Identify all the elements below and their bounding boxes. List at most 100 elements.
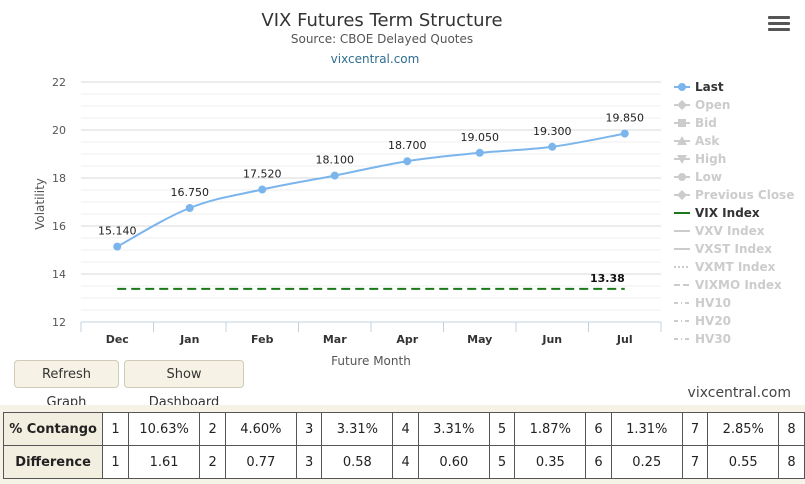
x-axis-title: Future Month — [331, 354, 411, 368]
legend-symbol — [677, 155, 687, 164]
legend-label[interactable]: Last — [695, 80, 724, 94]
x-tick-label: Dec — [106, 333, 129, 346]
value-cell: 10.63% — [127, 412, 201, 446]
month-index-cell: 3 — [295, 412, 323, 446]
last-data-point[interactable] — [113, 242, 122, 251]
y-tick-label: 12 — [52, 316, 66, 329]
value-cell: 1.61 — [127, 445, 201, 479]
month-index-cell: 7 — [681, 445, 709, 479]
legend-label[interactable]: HV20 — [695, 314, 731, 328]
last-data-label: 19.050 — [461, 131, 500, 144]
legend-item[interactable]: VIX Index — [674, 206, 760, 220]
legend-label[interactable]: VXST Index — [695, 242, 772, 256]
value-cell: 2.85% — [707, 412, 780, 446]
x-tick-label: Jun — [541, 333, 562, 346]
chart-menu-icon[interactable] — [768, 14, 790, 32]
term-structure-chart: VIX Futures Term Structure Source: CBOE … — [33, 10, 794, 368]
legend-symbol — [678, 83, 686, 91]
x-axis-ticks: Dec Jan Feb Mar Apr May Jun Jul — [80, 322, 662, 346]
legend-item[interactable]: VIXMO Index — [674, 278, 782, 292]
legend-label[interactable]: VXV Index — [695, 224, 765, 238]
last-data-point[interactable] — [548, 142, 557, 151]
legend-item[interactable]: VXST Index — [674, 242, 772, 256]
y-tick-label: 20 — [52, 124, 66, 137]
last-series: 15.140 16.750 17.520 18.100 18.700 19.050 19.3… — [98, 112, 644, 251]
chart-source-link[interactable]: vixcentral.com — [331, 52, 420, 66]
legend-label[interactable]: HV10 — [695, 296, 731, 310]
value-cell: 0.25 — [610, 445, 683, 479]
x-tick-label: Apr — [396, 333, 418, 346]
legend-label[interactable]: VIX Index — [695, 206, 760, 220]
refresh-graph-button[interactable]: Refresh Graph — [14, 360, 119, 410]
legend-label[interactable]: Previous Close — [695, 188, 794, 202]
value-cell: 0.60 — [417, 445, 490, 479]
value-cell: 3.31% — [321, 412, 394, 446]
last-data-point[interactable] — [403, 157, 412, 166]
legend-item[interactable]: Last — [674, 80, 724, 94]
chart-subtitle: Source: CBOE Delayed Quotes — [291, 32, 473, 46]
value-cell: 0.55 — [707, 445, 780, 479]
last-data-label: 18.700 — [388, 139, 427, 152]
legend-label[interactable]: VIXMO Index — [695, 278, 782, 292]
legend: Last Open Bid Ask High Low Previous Close VIX I… — [674, 80, 794, 346]
credit-link[interactable]: vixcentral.com — [687, 385, 791, 401]
table-row-contango: % Contango 1 10.63% 2 4.60% 3 3.31% 4 3.31% 5 1.8… — [2, 412, 805, 446]
grid — [81, 81, 661, 323]
y-axis-ticks: 12 14 16 18 20 22 — [52, 76, 66, 329]
row-label: % Contango — [2, 412, 104, 446]
legend-symbol — [677, 190, 687, 200]
value-cell: 1.31% — [610, 412, 683, 446]
legend-label[interactable]: HV30 — [695, 332, 731, 346]
month-index-cell: 8 — [778, 445, 805, 479]
legend-label[interactable]: Ask — [695, 134, 720, 148]
legend-label[interactable]: Open — [695, 98, 730, 112]
legend-label[interactable]: VXMT Index — [695, 260, 776, 274]
legend-label[interactable]: Bid — [695, 116, 717, 130]
last-data-label: 19.300 — [533, 125, 572, 138]
month-index-cell: 5 — [488, 445, 516, 479]
last-data-point[interactable] — [185, 204, 194, 212]
last-data-label: 19.850 — [606, 112, 645, 125]
month-index-cell: 5 — [488, 412, 516, 446]
y-axis-title: Volatility — [33, 178, 47, 230]
legend-item[interactable]: High — [674, 152, 726, 166]
month-index-cell: 8 — [778, 412, 805, 446]
legend-item[interactable]: VXV Index — [674, 224, 765, 238]
x-tick-label: Mar — [323, 333, 347, 346]
contango-table-area: % Contango 1 10.63% 2 4.60% 3 3.31% 4 3.31% 5 1.8… — [0, 405, 805, 484]
legend-item[interactable]: Previous Close — [674, 188, 794, 202]
show-dashboard-button[interactable]: Show Dashboard — [124, 360, 244, 410]
month-index-cell: 1 — [102, 412, 129, 446]
value-cell: 0.58 — [321, 445, 394, 479]
month-index-cell: 3 — [295, 445, 323, 479]
legend-item[interactable]: Bid — [674, 116, 717, 130]
last-data-point[interactable] — [475, 148, 484, 157]
last-data-point[interactable] — [330, 171, 339, 180]
last-data-label: 17.520 — [243, 168, 282, 181]
legend-label[interactable]: Low — [695, 170, 722, 184]
legend-item[interactable]: Open — [674, 98, 730, 112]
value-cell: 3.31% — [417, 412, 490, 446]
y-tick-label: 16 — [52, 220, 66, 233]
legend-item[interactable]: HV10 — [674, 296, 731, 310]
legend-symbol — [678, 119, 686, 127]
month-index-cell: 6 — [585, 445, 612, 479]
legend-item[interactable]: VXMT Index — [674, 260, 776, 274]
legend-item[interactable]: Ask — [674, 134, 720, 148]
value-cell: 0.35 — [514, 445, 587, 479]
month-index-cell: 2 — [199, 445, 226, 479]
legend-item[interactable]: HV30 — [674, 332, 731, 346]
vix-index-label: 13.38 — [590, 272, 625, 285]
legend-label[interactable]: High — [695, 152, 726, 166]
vix-index-series: 13.38 — [117, 272, 625, 290]
legend-symbol — [678, 173, 686, 181]
chart-area: VIX Futures Term Structure Source: CBOE … — [14, 10, 795, 410]
y-tick-label: 14 — [52, 268, 66, 281]
y-tick-label: 18 — [52, 172, 66, 185]
last-data-point[interactable] — [258, 185, 267, 194]
contango-table: % Contango 1 10.63% 2 4.60% 3 3.31% 4 3.31% 5 1.8… — [2, 412, 805, 479]
last-data-point[interactable] — [620, 129, 629, 138]
row-label: Difference — [2, 445, 104, 479]
legend-item[interactable]: HV20 — [674, 314, 731, 328]
legend-item[interactable]: Low — [674, 170, 722, 184]
